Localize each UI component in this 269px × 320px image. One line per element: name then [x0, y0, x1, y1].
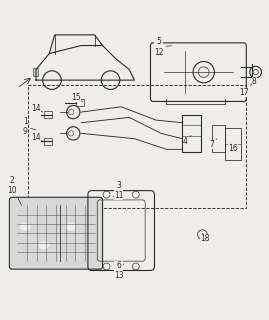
FancyBboxPatch shape [9, 197, 102, 269]
Text: 4: 4 [183, 135, 191, 146]
Text: 1
9: 1 9 [23, 117, 36, 136]
Text: 15: 15 [71, 93, 83, 102]
Text: 17: 17 [239, 88, 249, 97]
Bar [225, 128, 241, 160]
Ellipse shape [20, 223, 31, 230]
Ellipse shape [39, 241, 49, 249]
Bar [76, 99, 84, 106]
Text: 14: 14 [31, 104, 43, 113]
Text: 16: 16 [228, 143, 238, 153]
Bar [212, 125, 225, 152]
Text: 6
13: 6 13 [114, 261, 124, 280]
Ellipse shape [65, 223, 76, 230]
Text: 7: 7 [209, 139, 217, 148]
Text: 14: 14 [31, 133, 43, 142]
Bar [33, 68, 38, 76]
Text: 2
10: 2 10 [7, 176, 22, 205]
Bar [44, 111, 52, 118]
Text: 3
11: 3 11 [113, 181, 123, 200]
Bar [182, 115, 201, 152]
Text: 5
12: 5 12 [154, 37, 172, 57]
Text: 8: 8 [250, 77, 257, 86]
Text: 18: 18 [200, 234, 210, 243]
Bar [44, 138, 52, 145]
